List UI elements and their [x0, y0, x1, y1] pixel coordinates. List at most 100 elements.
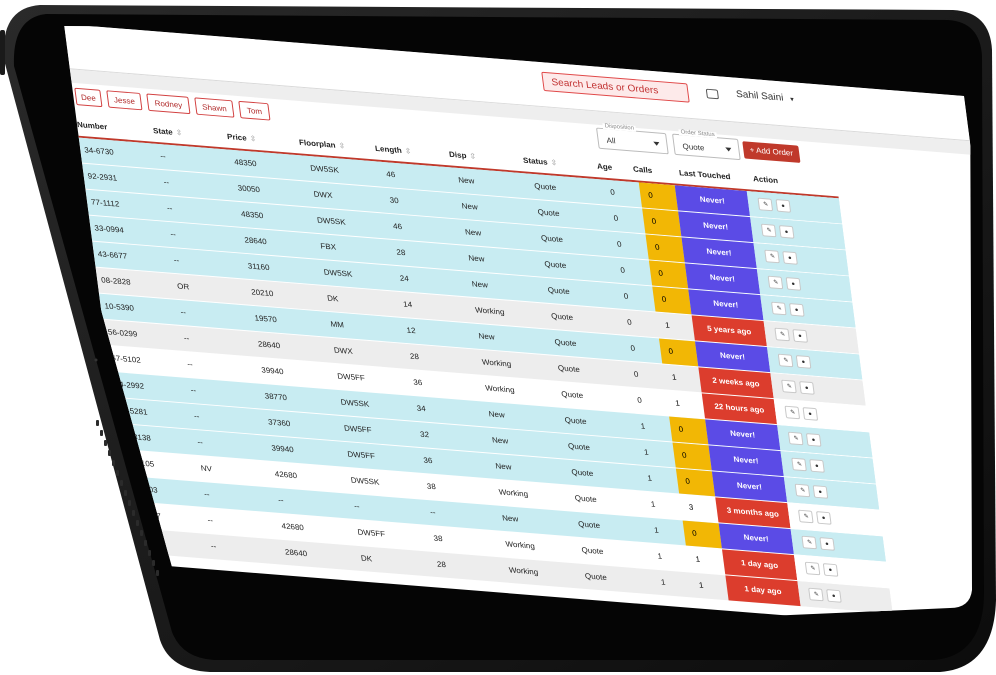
- edit-button[interactable]: ✎: [778, 354, 794, 368]
- edit-button[interactable]: ✎: [785, 406, 801, 420]
- cell-number: 10-5390: [104, 301, 135, 313]
- cell-last-touched: 1 day ago: [725, 575, 800, 606]
- edit-button[interactable]: ✎: [798, 510, 814, 524]
- cell-status: Quote: [570, 467, 594, 479]
- col-floorplan[interactable]: Floorplan ⇳: [299, 138, 346, 150]
- cell-status: Quote: [550, 311, 574, 323]
- cell-disp: New: [488, 409, 506, 420]
- disposition-value: All: [606, 135, 617, 146]
- col-number-label: Number: [76, 120, 108, 132]
- cell-price: 39940: [270, 443, 295, 455]
- cell-age: 1: [640, 421, 646, 431]
- col-calls[interactable]: Calls: [633, 165, 653, 175]
- assign-user-button[interactable]: ●: [786, 277, 802, 291]
- edit-button[interactable]: ✎: [791, 458, 807, 472]
- assign-user-button[interactable]: ●: [796, 355, 812, 369]
- edit-button[interactable]: ✎: [801, 536, 817, 550]
- person-icon: ●: [791, 281, 796, 288]
- sort-icon: ⇳: [468, 151, 477, 161]
- cell-age: 1: [657, 551, 663, 561]
- edit-button[interactable]: ✎: [761, 224, 777, 238]
- chip-tom[interactable]: Tom: [238, 101, 270, 121]
- cell-age: 0: [623, 291, 629, 301]
- assign-user-button[interactable]: ●: [779, 225, 795, 239]
- cell-disp: New: [461, 201, 479, 212]
- col-state[interactable]: State ⇳: [153, 126, 183, 137]
- assign-user-button[interactable]: ●: [799, 381, 815, 395]
- edit-button[interactable]: ✎: [781, 380, 797, 394]
- assign-user-button[interactable]: ●: [819, 537, 835, 551]
- edit-button[interactable]: ✎: [764, 250, 780, 264]
- cell-state: --: [166, 203, 173, 213]
- edit-button[interactable]: ✎: [805, 562, 821, 576]
- search-input[interactable]: Search Leads or Orders: [541, 72, 690, 103]
- edit-button[interactable]: ✎: [774, 328, 790, 342]
- col-price[interactable]: Price ⇳: [227, 132, 257, 143]
- cell-price: 42680: [274, 469, 298, 481]
- assign-user-button[interactable]: ●: [782, 251, 798, 265]
- edit-button[interactable]: ✎: [771, 302, 787, 316]
- cell-calls: 0: [673, 442, 712, 470]
- assign-user-button[interactable]: ●: [809, 459, 825, 473]
- disposition-select[interactable]: Disposition All: [596, 128, 669, 155]
- assign-user-button[interactable]: ●: [806, 433, 822, 447]
- fullscreen-icon[interactable]: [706, 89, 719, 100]
- assign-user-button[interactable]: ●: [816, 511, 832, 525]
- chip-shawn[interactable]: Shawn: [194, 97, 234, 117]
- cell-length: 28: [395, 247, 406, 258]
- cell-number: 34-6730: [83, 145, 115, 157]
- chip-jesse[interactable]: Jesse: [106, 90, 142, 110]
- pencil-icon: ✎: [813, 591, 820, 599]
- col-length[interactable]: Length ⇳: [375, 144, 413, 156]
- assign-user-button[interactable]: ●: [792, 329, 808, 343]
- col-action-label: Action: [752, 174, 779, 186]
- edit-button[interactable]: ✎: [768, 276, 784, 290]
- col-number[interactable]: Number: [77, 120, 108, 131]
- cell-calls: 1: [695, 554, 701, 564]
- user-menu[interactable]: Sahil Saini ▾: [736, 89, 795, 104]
- cell-disp: Working: [498, 487, 529, 499]
- cell-length: 30: [389, 195, 400, 206]
- assign-user-button[interactable]: ●: [776, 199, 792, 213]
- order-status-select[interactable]: Order Status Quote: [672, 134, 741, 160]
- col-age[interactable]: Age: [597, 162, 613, 172]
- person-icon: ●: [811, 437, 816, 444]
- person-icon: ●: [794, 307, 799, 314]
- cell-calls: 0: [639, 182, 678, 210]
- col-last-touched[interactable]: Last Touched: [679, 168, 732, 181]
- edit-button[interactable]: ✎: [808, 588, 824, 602]
- cell-disp: New: [478, 331, 496, 342]
- cell-state: --: [163, 177, 170, 187]
- cell-floorplan: DWX: [333, 345, 354, 356]
- assign-user-button[interactable]: ●: [813, 485, 829, 499]
- edit-button[interactable]: ✎: [788, 432, 804, 446]
- person-icon: ●: [784, 229, 789, 236]
- cell-status: Quote: [540, 233, 564, 245]
- cell-price: 48350: [240, 209, 264, 221]
- cell-status: Quote: [533, 181, 557, 193]
- add-order-button[interactable]: + Add Order: [742, 141, 800, 163]
- cell-length: 36: [412, 377, 423, 388]
- cell-price: 38770: [264, 391, 288, 403]
- edit-button[interactable]: ✎: [758, 198, 774, 212]
- assign-user-button[interactable]: ●: [823, 563, 839, 577]
- col-disp[interactable]: Disp ⇳: [449, 150, 477, 161]
- person-icon: ●: [801, 359, 806, 366]
- person-icon: ●: [787, 255, 793, 262]
- cell-length: 46: [392, 221, 403, 232]
- cell-length: 28: [436, 559, 447, 570]
- cell-disp: New: [457, 175, 475, 186]
- sort-icon: ⇳: [337, 141, 346, 151]
- cell-age: 0: [609, 187, 616, 197]
- chip-rodney[interactable]: Rodney: [146, 93, 190, 114]
- assign-user-button[interactable]: ●: [789, 303, 805, 317]
- assign-user-button[interactable]: ●: [803, 407, 819, 421]
- assign-user-button[interactable]: ●: [826, 589, 842, 603]
- pencil-icon: ✎: [806, 539, 813, 547]
- user-name: Sahil Saini: [735, 89, 785, 104]
- chip-dee[interactable]: Dee: [74, 88, 102, 107]
- cell-age: 0: [613, 213, 619, 223]
- col-status[interactable]: Status ⇳: [523, 156, 558, 167]
- cell-state: --: [186, 359, 194, 369]
- edit-button[interactable]: ✎: [795, 484, 811, 498]
